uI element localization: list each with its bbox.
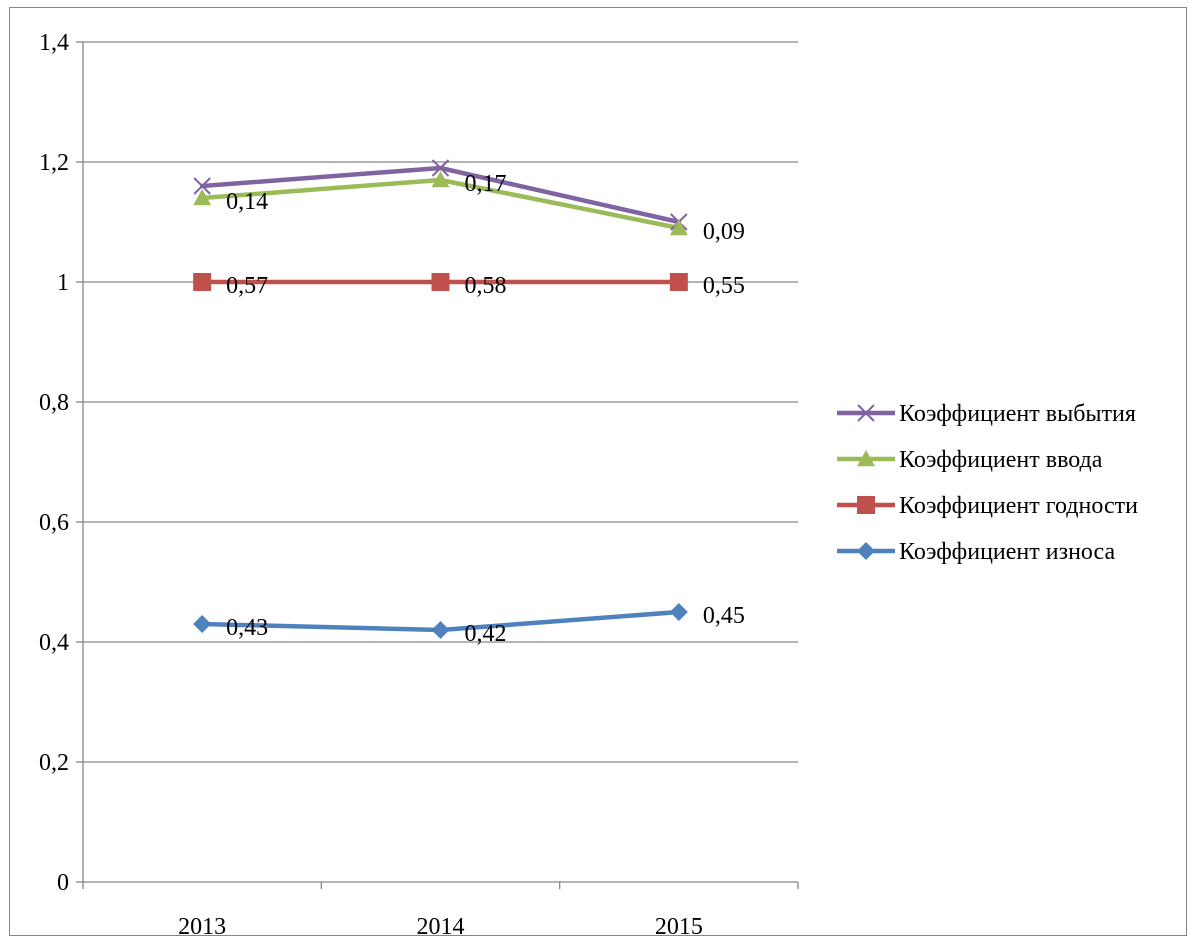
y-tick-label: 0: [57, 870, 69, 896]
data-label: 0,43: [226, 615, 268, 641]
data-point-marker: [669, 219, 688, 236]
data-label: 0,14: [226, 189, 268, 215]
data-point-marker: [431, 621, 450, 639]
x-tick-label: 2013: [178, 914, 226, 938]
y-tick-label: 0,8: [39, 390, 69, 416]
data-point-marker: [193, 615, 212, 633]
data-point-marker: [669, 603, 688, 621]
legend-label: Коэффициент ввода: [899, 447, 1103, 473]
data-point-marker: [193, 273, 212, 291]
legend-label: Коэффициент годности: [899, 493, 1138, 519]
data-point-marker: [193, 177, 211, 195]
data-point-marker: [431, 273, 450, 291]
data-label: 0,57: [226, 273, 268, 299]
legend-marker: [857, 404, 875, 422]
y-tick-label: 1,4: [39, 30, 69, 56]
legend-marker: [857, 542, 875, 560]
y-tick-label: 1,2: [39, 150, 69, 176]
legend-marker: [857, 450, 875, 467]
x-tick-label: 2015: [655, 914, 703, 938]
data-label: 0,45: [703, 603, 745, 629]
y-tick-label: 0,4: [39, 630, 69, 656]
data-labels: 0,14 0,17 0,09 0,57 0,58 0,55 0,43 0,42 0,45: [226, 171, 745, 647]
data-point-marker: [193, 189, 212, 206]
gridlines: [83, 41, 798, 763]
legend-label: Коэффициент износа: [899, 539, 1115, 565]
y-axis-tick-labels: 0 0,2 0,4 0,6 0,8 1 1,2 1,4: [39, 30, 69, 896]
legend: Коэффициент выбытия Коэффициент ввода Коэф…: [837, 401, 1138, 565]
data-point-marker: [431, 159, 450, 177]
data-label: 0,09: [703, 219, 745, 245]
legend-marker: [857, 496, 875, 514]
data-label: 0,17: [465, 171, 507, 197]
data-label: 0,58: [465, 273, 507, 299]
axes: [76, 41, 799, 889]
y-tick-label: 1: [57, 270, 69, 296]
y-tick-label: 0,2: [39, 750, 69, 776]
x-axis-tick-labels: 2013 2014 2015: [178, 914, 703, 938]
data-label: 0,55: [703, 273, 745, 299]
data-point-marker: [669, 273, 688, 291]
data-point-marker: [431, 171, 450, 188]
data-label: 0,42: [465, 621, 507, 647]
x-tick-label: 2014: [417, 914, 465, 938]
series-markers: [193, 159, 688, 639]
series-lines: [199, 165, 682, 633]
y-tick-label: 0,6: [39, 510, 69, 536]
legend-label: Коэффициент выбытия: [899, 401, 1136, 427]
